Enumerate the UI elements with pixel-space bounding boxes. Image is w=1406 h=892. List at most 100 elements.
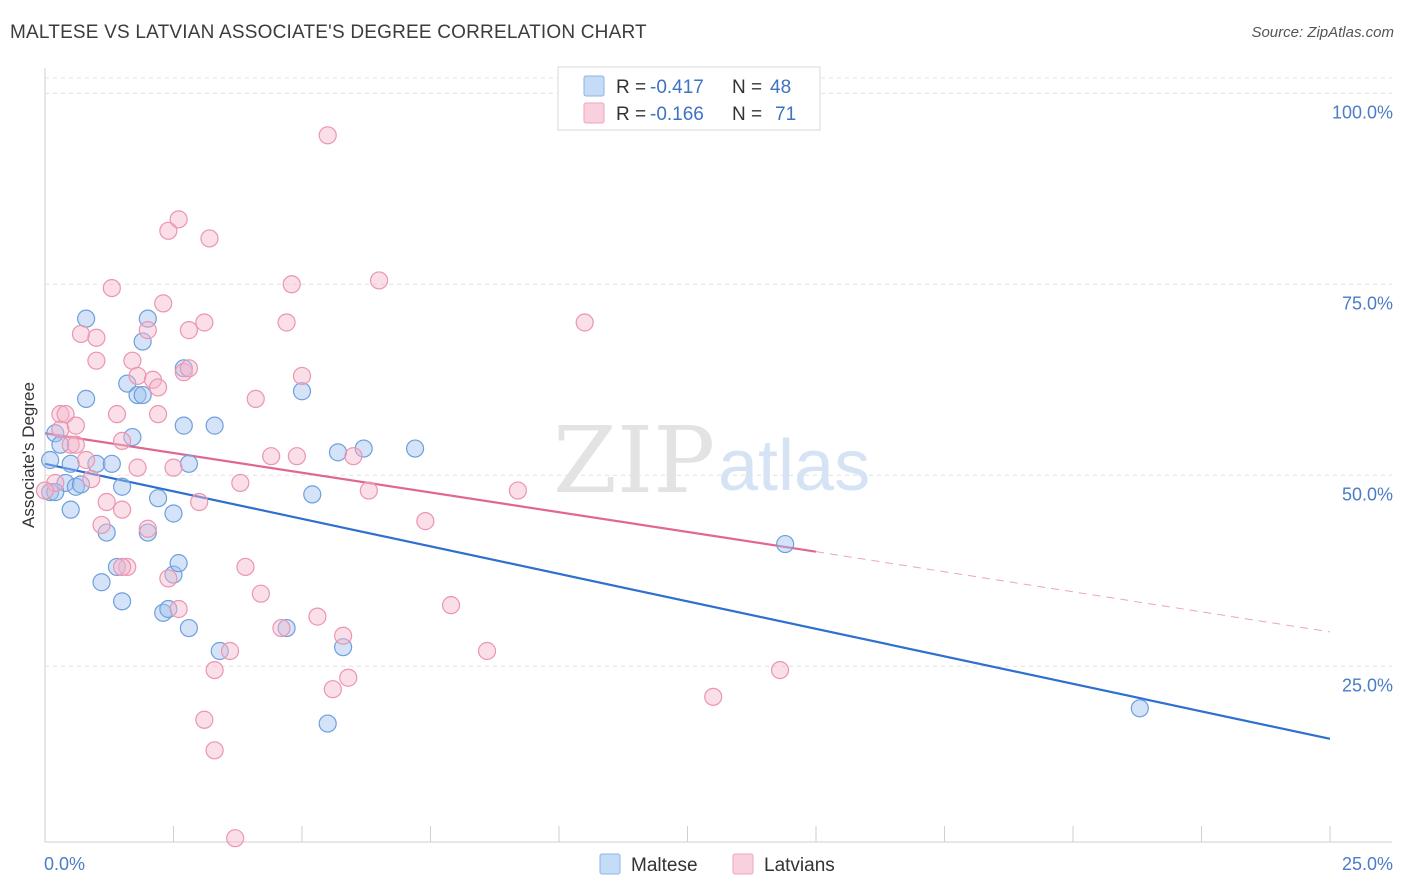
series-legend-label-latvians: Latvians (764, 855, 835, 876)
data-point (277, 618, 296, 638)
data-point (164, 458, 183, 477)
stats-legend: R = -0.417 N = 48 R = -0.166 N = 71 (557, 66, 821, 131)
data-point (770, 660, 790, 680)
data-point (92, 515, 111, 535)
x-tick-label-max: 25.0% (1342, 854, 1393, 874)
data-point (251, 584, 270, 603)
data-point (179, 321, 199, 340)
data-point (112, 431, 132, 450)
data-point (169, 554, 188, 573)
legend-r-label-maltese: R = (616, 77, 646, 98)
data-point (128, 458, 147, 477)
data-point (205, 741, 224, 760)
data-point (210, 641, 229, 661)
data-point (82, 470, 101, 489)
data-point (159, 569, 178, 588)
trend-lines (44, 432, 1331, 740)
legend-swatch-latvians (583, 102, 605, 124)
data-point (46, 473, 65, 493)
legend-n-label-maltese: N = (732, 77, 762, 98)
data-point (97, 492, 116, 512)
data-point (354, 439, 373, 458)
legend-n-value-maltese: 48 (770, 77, 791, 98)
data-point (138, 523, 157, 542)
watermark-zip: ZIP (553, 407, 715, 514)
data-point (318, 126, 337, 145)
data-point (51, 435, 70, 454)
data-point (61, 435, 80, 454)
data-point (148, 489, 168, 508)
y-tick-label: 50.0% (1342, 484, 1393, 504)
data-point (66, 435, 85, 454)
data-point (169, 599, 188, 619)
data-point (318, 714, 337, 733)
data-point (77, 389, 96, 408)
data-point (92, 573, 111, 592)
y-tick-label: 75.0% (1342, 293, 1393, 313)
data-point (328, 443, 348, 462)
data-point (179, 618, 199, 638)
data-point (262, 447, 281, 466)
legend-n-label-latvians: N = (732, 104, 762, 125)
watermark-atlas: atlas (718, 426, 870, 506)
data-point (416, 512, 435, 531)
data-point (77, 450, 96, 470)
data-point (102, 279, 121, 298)
data-point (41, 450, 60, 470)
data-point (226, 829, 245, 848)
data-point (128, 385, 147, 405)
data-point (359, 481, 378, 500)
data-point (308, 607, 327, 626)
data-point (159, 599, 178, 619)
data-point (66, 416, 85, 435)
data-point (405, 439, 425, 458)
data-point (292, 382, 312, 401)
data-point (575, 313, 594, 332)
data-point (272, 618, 291, 638)
data-point (148, 378, 168, 397)
data-point (195, 313, 214, 332)
data-point (776, 534, 795, 554)
data-point (1130, 699, 1149, 718)
data-point (154, 294, 173, 313)
data-point (179, 454, 199, 473)
series-legend-label-maltese: Maltese (631, 855, 698, 876)
data-point (200, 229, 219, 248)
data-point (123, 427, 142, 447)
data-point (128, 366, 147, 386)
data-point (231, 473, 250, 493)
data-point (205, 416, 224, 435)
data-point (118, 374, 137, 393)
legend-swatch-maltese (583, 75, 605, 97)
data-point (56, 405, 75, 424)
data-point (339, 668, 358, 687)
y-tick-label: 100.0% (1332, 102, 1393, 122)
data-point (123, 351, 142, 370)
chart-title: MALTESE VS LATVIAN ASSOCIATE'S DEGREE CO… (10, 22, 647, 43)
data-point (282, 275, 301, 294)
series-legend-swatch-maltese (599, 853, 621, 875)
legend-r-value-maltese: -0.417 (650, 77, 704, 98)
y-tick-label: 25.0% (1342, 675, 1393, 695)
data-point (205, 660, 224, 680)
data-point (508, 481, 527, 500)
x-tick-label-min: 0.0% (44, 854, 85, 874)
data-point (61, 454, 80, 473)
data-point (169, 210, 188, 229)
data-point (112, 500, 132, 519)
data-point (344, 447, 363, 466)
data-point (77, 309, 96, 328)
data-point (87, 351, 106, 370)
data-point (174, 416, 193, 435)
axes (44, 68, 1392, 843)
data-point (287, 447, 306, 466)
data-point (51, 405, 70, 424)
trend-line-ext-1 (815, 551, 1331, 633)
data-point (138, 321, 157, 340)
data-point (190, 492, 209, 512)
gridlines (45, 77, 1392, 667)
data-point (179, 359, 199, 378)
data-point (35, 481, 55, 500)
data-point (87, 328, 106, 347)
